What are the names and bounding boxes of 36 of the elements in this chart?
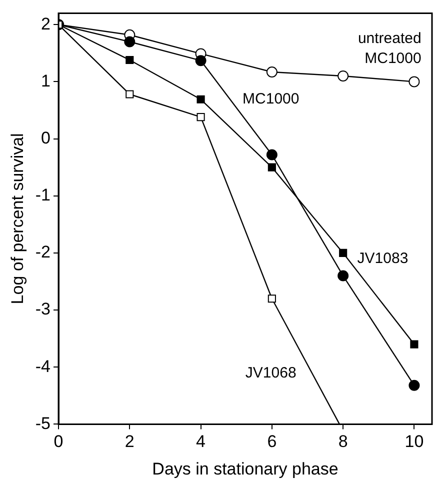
point (339, 248, 348, 257)
point (408, 380, 420, 391)
y-tick-label: -3 (35, 300, 51, 319)
point (195, 55, 206, 66)
series-label: MC1000 (242, 90, 300, 108)
x-tick-label: 8 (338, 432, 348, 452)
point (266, 66, 278, 78)
y-tick-label: -4 (35, 356, 51, 376)
point (196, 113, 205, 122)
point (268, 163, 276, 172)
x-tick-label: 6 (267, 432, 277, 452)
point (268, 294, 276, 303)
point (266, 149, 278, 160)
y-tick-label: 0 (41, 128, 51, 148)
point (124, 36, 136, 48)
x-tick-label: 2 (124, 432, 134, 452)
y-axis-title: Log of percent survival (8, 133, 27, 304)
series-label: JV1068 (245, 364, 296, 382)
point (338, 270, 349, 282)
x-tick-label: 4 (196, 432, 206, 452)
x-axis-title: Days in stationary phase (152, 459, 338, 478)
point (126, 56, 134, 64)
x-tick-label: 10 (404, 432, 424, 452)
y-tick-label: 1 (41, 71, 51, 90)
point (410, 340, 418, 348)
series-label: untreated MC1000 (358, 30, 422, 68)
point (196, 95, 205, 104)
y-tick-label: 2 (41, 14, 51, 34)
y-tick-label: -2 (35, 242, 51, 262)
series-label: JV1083 (357, 250, 408, 267)
point (408, 76, 420, 88)
y-tick-label: -1 (35, 186, 51, 205)
y-tick-label: -5 (35, 414, 51, 433)
x-tick-label: 0 (54, 432, 64, 452)
point (338, 70, 349, 82)
point (126, 90, 134, 98)
